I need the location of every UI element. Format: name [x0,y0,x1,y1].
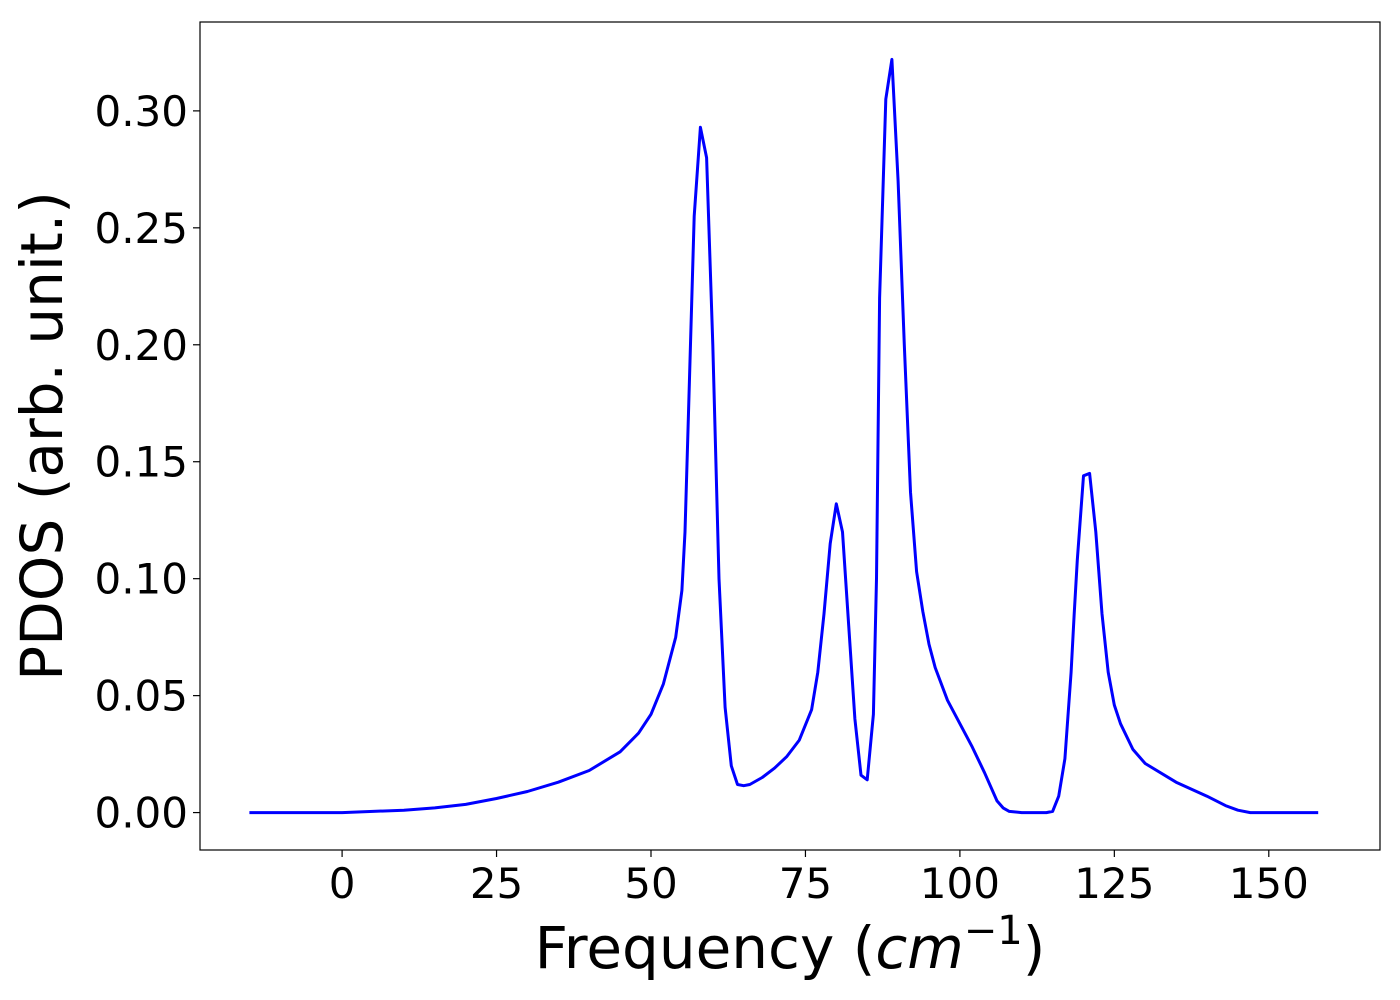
x-axis-ticks: 0 25 50 75 100 125 150 [329,850,1309,908]
y-tick-label: 0.05 [94,672,188,721]
plot-frame [199,21,1381,851]
x-axis-title: Frequency (cm−1) [535,908,1046,982]
x-axis-title-unit: cm [875,914,963,982]
x-tick-label: 125 [1074,859,1154,908]
y-tick-label: 0.15 [94,438,188,487]
x-tick-label: 25 [470,859,523,908]
y-tick-label: 0.10 [94,555,188,604]
x-tick-label: 100 [920,859,1000,908]
y-axis-title: PDOS (arb. unit.) [8,191,76,681]
x-axis-title-exponent: −1 [964,908,1023,954]
y-tick-label: 0.25 [94,204,188,253]
y-tick-label: 0.20 [94,321,188,370]
y-tick-label: 0.30 [94,87,188,136]
x-tick-label: 75 [779,859,832,908]
x-axis-title-main: Frequency ( [535,914,876,982]
x-axis-title-close: ) [1023,914,1046,982]
series-line-0 [249,57,1319,815]
y-tick-label: 0.00 [94,789,188,838]
plot-area [199,21,1381,851]
y-axis-ticks: 0.00 0.05 0.10 0.15 0.20 0.25 0.30 [94,87,200,838]
x-tick-label: 50 [624,859,677,908]
x-tick-label: 150 [1229,859,1309,908]
x-tick-label: 0 [329,859,356,908]
